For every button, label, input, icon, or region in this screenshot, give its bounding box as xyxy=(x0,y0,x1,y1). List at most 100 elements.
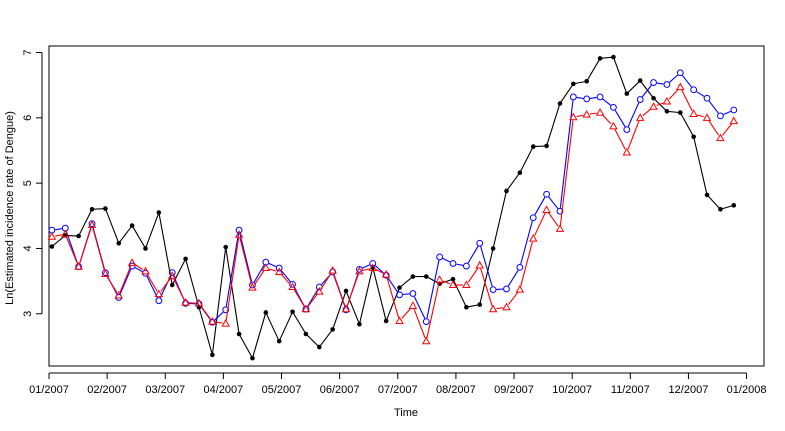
series-3-point xyxy=(194,298,204,307)
series-2-point xyxy=(128,262,136,270)
series-1-point xyxy=(383,318,389,324)
series-3-point xyxy=(301,304,311,313)
series-1-segment xyxy=(546,103,561,147)
series-3-point xyxy=(61,229,70,238)
series-2-point xyxy=(690,86,698,94)
series-1-segment xyxy=(492,190,508,249)
series-2-point xyxy=(476,239,484,247)
series-1-segment xyxy=(185,258,200,308)
series-1-segment xyxy=(519,146,534,173)
series-1-segment xyxy=(51,234,66,247)
y-axis: 3 4 5 6 7 xyxy=(22,49,43,317)
series-3-point xyxy=(101,269,110,277)
x-tick-label: 09/2007 xyxy=(494,384,534,396)
series-1-segment xyxy=(706,194,721,210)
series-1-point xyxy=(544,143,549,149)
x-tick-label: 04/2007 xyxy=(204,384,244,396)
series-2-point xyxy=(583,95,591,103)
series-3-segment xyxy=(253,270,265,286)
series-3-segment xyxy=(614,129,626,150)
series-1-point xyxy=(103,206,108,211)
series-1-segment xyxy=(358,267,374,325)
series-3-segment xyxy=(106,276,118,293)
series-1-point xyxy=(637,78,643,83)
series-1-point xyxy=(597,56,603,61)
series-3-point xyxy=(502,302,511,311)
series-1-point xyxy=(584,78,590,84)
series-2-segment xyxy=(214,311,224,321)
series-2-segment xyxy=(507,269,519,287)
series-2-segment xyxy=(681,75,692,88)
series-1-point xyxy=(143,246,148,251)
y-tick-label: 7 xyxy=(22,49,34,55)
series-1-point xyxy=(477,302,483,307)
series-1-point xyxy=(210,352,215,358)
series-1-point xyxy=(397,285,402,290)
series-2-segment xyxy=(480,246,493,287)
series-3-point xyxy=(47,232,57,240)
x-axis: 01/2007 02/2007 03/2007 04/2007 05/2007 06/20… xyxy=(29,372,767,396)
series-3-segment xyxy=(200,305,211,320)
series-1-point xyxy=(223,244,229,250)
series-1-segment xyxy=(399,276,414,289)
series-3-point xyxy=(154,289,164,298)
series-1-point xyxy=(76,233,81,239)
series-2-segment xyxy=(548,196,559,209)
x-tick-label: 01/2008 xyxy=(727,384,767,396)
series-1-point xyxy=(651,95,656,101)
series-3-segment xyxy=(442,280,451,285)
series-3-segment xyxy=(534,212,546,236)
series-1-point xyxy=(450,276,456,282)
series-3-segment xyxy=(480,268,493,307)
series-1-point xyxy=(718,206,723,212)
series-3-point xyxy=(181,298,190,306)
series-1-segment xyxy=(345,290,360,325)
series-1-segment xyxy=(586,58,601,82)
series-1-point xyxy=(169,282,175,288)
x-tick-label: 10/2007 xyxy=(552,384,592,396)
series-2-point xyxy=(155,297,163,305)
y-tick-label: 4 xyxy=(22,245,34,251)
series-2-segment xyxy=(413,296,426,319)
series-3 xyxy=(47,82,739,345)
series-3-point xyxy=(595,107,605,116)
series-3-point xyxy=(689,109,698,117)
series-3-point xyxy=(555,224,565,232)
series-2-point xyxy=(168,269,176,277)
series-3-segment xyxy=(576,114,584,118)
series-3-point xyxy=(234,230,244,238)
series-layer xyxy=(47,54,739,361)
series-3-segment xyxy=(362,268,370,272)
series-1-point xyxy=(423,274,429,279)
series-3-segment xyxy=(642,108,652,117)
series-2-segment xyxy=(627,102,640,127)
series-2-point xyxy=(396,291,403,299)
series-1-point xyxy=(677,110,683,115)
series-2-segment xyxy=(362,264,370,269)
x-tick-label: 07/2007 xyxy=(378,384,418,396)
series-3-segment xyxy=(320,273,332,289)
series-2-point xyxy=(556,207,564,215)
x-tick-label: 08/2007 xyxy=(436,384,476,396)
series-1-segment xyxy=(318,329,334,348)
series-3-point xyxy=(328,266,337,274)
series-3-point xyxy=(261,263,271,272)
series-2-point xyxy=(235,226,243,234)
y-tick-label: 5 xyxy=(22,180,34,186)
series-3-segment xyxy=(681,89,693,112)
series-2-point xyxy=(703,94,711,102)
series-2-segment xyxy=(534,196,546,216)
y-tick-label: 6 xyxy=(22,115,34,121)
series-1-segment xyxy=(158,212,173,286)
series-2-point xyxy=(623,126,631,133)
series-3-segment xyxy=(92,228,106,271)
series-3-segment xyxy=(173,278,185,300)
series-2-segment xyxy=(280,270,291,283)
series-2-segment xyxy=(467,245,479,264)
series-3-point xyxy=(716,133,725,142)
series-1-point xyxy=(290,309,295,315)
series-1-segment xyxy=(653,97,668,112)
series-3-point xyxy=(448,280,458,289)
series-2-point xyxy=(409,290,417,297)
